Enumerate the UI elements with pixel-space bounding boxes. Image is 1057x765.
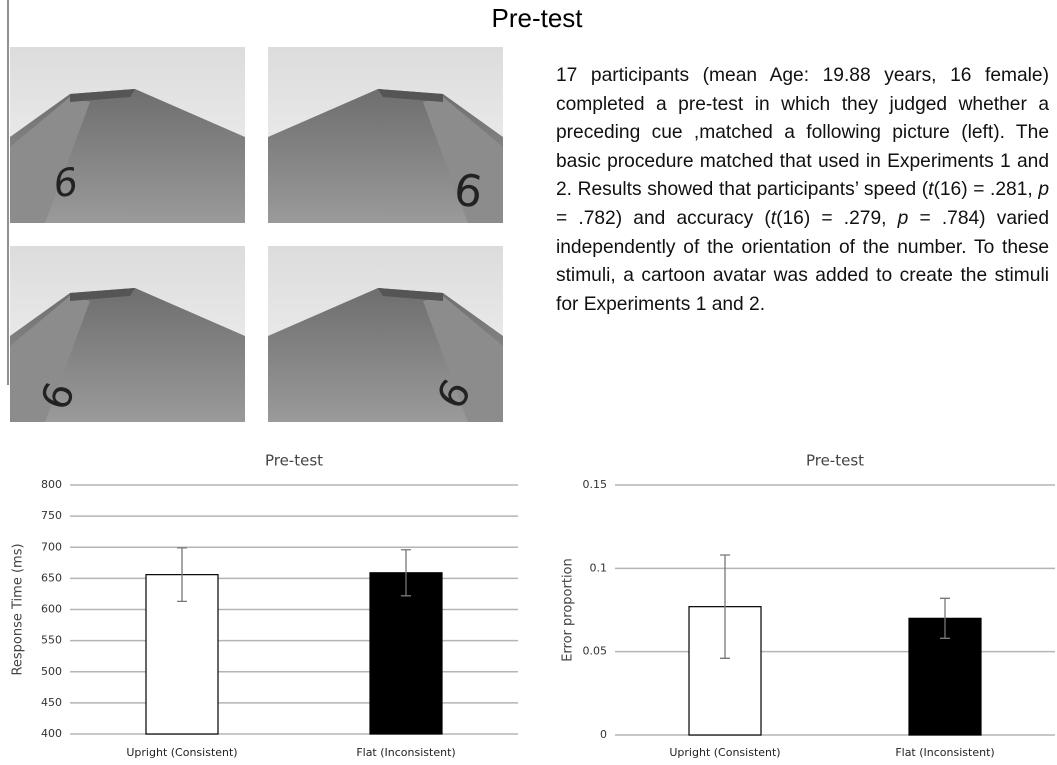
x-tick-label: Upright (Consistent) [126, 746, 237, 759]
y-tick-label: 800 [41, 478, 62, 491]
y-tick-label: 400 [41, 727, 62, 740]
stimulus-image: 6 [268, 246, 503, 422]
y-tick-label: 500 [41, 665, 62, 678]
y-tick-label: 600 [41, 603, 62, 616]
y-tick-label: 650 [41, 571, 62, 584]
text-run: (16) = .279, [776, 208, 898, 229]
stimulus-image: 6 [10, 47, 245, 223]
y-tick-label: 450 [41, 696, 62, 709]
stimulus-image: 6 [268, 47, 503, 223]
text-run: = .782) and accuracy ( [556, 208, 771, 229]
y-tick-label: 0.15 [583, 478, 608, 491]
description: 17 participants (mean Age: 19.88 years, … [556, 62, 1049, 319]
chart-title: Pre-test [265, 452, 323, 470]
text-run: p [1038, 179, 1049, 200]
slide-title: Pre-test [491, 3, 583, 33]
x-tick-label: Upright (Consistent) [669, 746, 780, 759]
text-run: p [898, 208, 909, 229]
y-tick-label: 550 [41, 634, 62, 647]
y-tick-label: 0.05 [583, 645, 608, 658]
x-tick-label: Flat (Inconsistent) [895, 746, 994, 759]
stimulus-image: 6 [10, 246, 245, 422]
bar [370, 573, 442, 734]
y-tick-label: 700 [41, 540, 62, 553]
y-tick-label: 750 [41, 509, 62, 522]
x-tick-label: Flat (Inconsistent) [356, 746, 455, 759]
y-axis-label: Error proportion [561, 558, 576, 662]
y-axis-label: Response Time (ms) [11, 543, 26, 675]
y-tick-label: 0.1 [590, 561, 608, 574]
chart-title: Pre-test [806, 452, 864, 470]
y-tick-label: 0 [600, 728, 607, 741]
page: Pre-test 6 6 6 6 Pre-test Response Time (… [0, 0, 1057, 765]
text-run: (16) = .281, [933, 179, 1038, 200]
